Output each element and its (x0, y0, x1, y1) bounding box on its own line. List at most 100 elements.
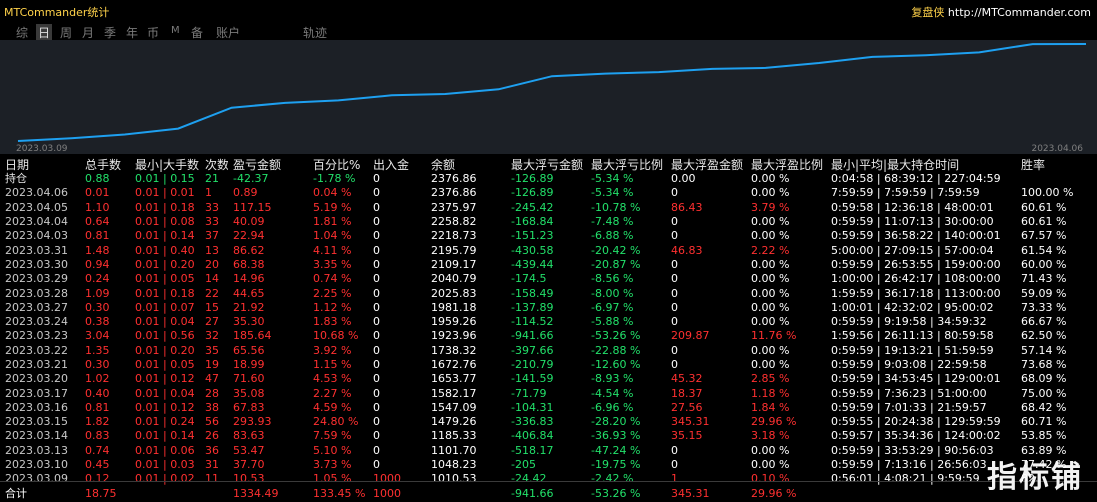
table-cell: 0.45 (85, 458, 110, 472)
table-cell: -20.42 % (591, 243, 641, 257)
table-row[interactable]: 2023.03.24 0.38 0.01 | 0.04 27 35.30 1.83 % 0 1… (0, 315, 1097, 329)
table-cell: 22.94 (233, 229, 265, 243)
table-row[interactable]: 2023.03.20 1.02 0.01 | 0.12 47 71.60 4.53 % 0 1… (0, 372, 1097, 386)
table-row[interactable]: 2023.03.15 1.82 0.01 | 0.24 56 293.93 24.80 %… (0, 415, 1097, 429)
tab-month[interactable]: 月 (82, 26, 95, 40)
table-cell: 0.01 | 0.56 (135, 329, 195, 343)
table-cell: 47 (205, 372, 219, 386)
table-cell: -6.96 % (591, 400, 634, 414)
table-cell: 10.68 % (313, 329, 359, 343)
tab-currency[interactable]: 币 (147, 26, 160, 40)
table-row[interactable]: 2023.03.09 0.12 0.01 | 0.02 11 10.53 1.05 % 10… (0, 472, 1097, 486)
table-cell: 293.93 (233, 415, 272, 429)
brand-link[interactable]: 复盘侠 http://MTCommander.com (911, 4, 1091, 20)
table-cell: 7:59:59 | 7:59:59 | 7:59:59 (831, 186, 980, 200)
table-cell: 持仓 (5, 172, 27, 186)
table-row[interactable]: 2023.03.31 1.48 0.01 | 0.40 13 86.62 4.11 % 0 2… (0, 243, 1097, 257)
table-cell: 60.61 % (1021, 200, 1067, 214)
column-header[interactable]: 最大浮盈金额 (671, 157, 744, 172)
table-row[interactable]: 2023.03.23 3.04 0.01 | 0.56 32 185.64 10.68 %… (0, 329, 1097, 343)
column-header[interactable]: 总手数 (85, 157, 122, 172)
table-cell: 22 (205, 286, 219, 300)
tab-m[interactable]: M (171, 25, 180, 36)
column-header[interactable]: 最小|大手数 (135, 157, 200, 172)
holding-row[interactable]: 持仓 0.88 0.01 | 0.15 21 -42.37 -1.78 % 0 2376.86… (0, 172, 1097, 186)
table-row[interactable]: 2023.03.10 0.45 0.01 | 0.03 31 37.70 3.73 % 0 1… (0, 458, 1097, 472)
table-cell: -518.17 (511, 443, 554, 457)
table-row[interactable]: 2023.03.29 0.24 0.01 | 0.05 14 14.96 0.74 % 0 2… (0, 272, 1097, 286)
column-header[interactable]: 日期 (5, 157, 30, 172)
table-row[interactable]: 2023.03.14 0.83 0.01 | 0.14 26 83.63 7.59 % 0 1… (0, 429, 1097, 443)
column-header[interactable]: 百分比% (313, 157, 361, 172)
table-cell: 60.71 % (1021, 415, 1067, 429)
table-row[interactable]: 2023.03.13 0.74 0.01 | 0.06 36 53.47 5.10 % 0 1… (0, 444, 1097, 458)
table-row[interactable]: 2023.03.27 0.30 0.01 | 0.07 15 21.92 1.12 % 0 1… (0, 301, 1097, 315)
tab-quarter[interactable]: 季 (104, 26, 117, 40)
table-cell: 14 (205, 272, 219, 286)
table-cell: 0.00 % (751, 286, 790, 300)
column-header[interactable]: 最大浮亏比例 (591, 157, 664, 172)
table-cell: 0.74 % (313, 272, 352, 286)
table-cell: 0.00 % (751, 229, 790, 243)
column-header[interactable]: 最小|平均|最大持仓时间 (831, 157, 960, 172)
table-row[interactable]: 2023.04.04 0.64 0.01 | 0.08 33 40.09 1.81 % 0 2… (0, 215, 1097, 229)
stats-table: 日期 总手数 最小|大手数 次数 盈亏金额 百分比% 出入金 余额 最大浮亏金额 最大浮亏比例 最大… (0, 157, 1097, 501)
table-cell: -5.34 % (591, 172, 634, 186)
table-cell: 0.01 | 0.18 (135, 200, 195, 214)
table-cell: 46.83 (671, 243, 703, 257)
brand-url[interactable]: http://MTCommander.com (947, 6, 1091, 19)
table-cell: 2023.03.17 (5, 386, 68, 400)
table-row[interactable]: 2023.03.17 0.40 0.01 | 0.04 28 35.08 2.27 % 0 1… (0, 386, 1097, 400)
table-cell: 2023.03.22 (5, 343, 68, 357)
tab-backup[interactable]: 备 (191, 26, 204, 40)
table-cell: 1.48 (85, 243, 110, 257)
table-cell: -114.52 (511, 315, 554, 329)
table-cell: 31 (205, 458, 219, 472)
table-cell: 2023.03.09 (5, 472, 68, 486)
table-cell: -53.26 % (591, 486, 641, 500)
table-row[interactable]: 2023.03.28 1.09 0.01 | 0.18 22 44.65 2.25 % 0 2… (0, 286, 1097, 300)
tab-day[interactable]: 日 (36, 24, 53, 41)
tab-year[interactable]: 年 (126, 26, 139, 40)
column-header[interactable]: 最大浮亏金额 (511, 157, 584, 172)
column-header[interactable]: 余额 (431, 157, 456, 172)
table-cell: 2040.79 (431, 272, 477, 286)
table-cell: 0 (373, 172, 380, 186)
column-header[interactable]: 出入金 (373, 157, 410, 172)
table-cell: 29.96 % (751, 486, 797, 500)
table-cell: 0 (373, 443, 380, 457)
table-row[interactable]: 2023.04.03 0.81 0.01 | 0.14 37 22.94 1.04 % 0 2… (0, 229, 1097, 243)
tab-overview[interactable]: 综 (16, 26, 29, 40)
table-row[interactable]: 2023.03.21 0.30 0.01 | 0.05 19 18.99 1.15 % 0 1… (0, 358, 1097, 372)
column-header[interactable]: 胜率 (1021, 157, 1046, 172)
table-row[interactable]: 2023.03.22 1.35 0.01 | 0.20 35 65.56 3.92 % 0 1… (0, 344, 1097, 358)
column-header[interactable]: 次数 (205, 157, 228, 172)
table-cell: -8.93 % (591, 372, 634, 386)
table-row[interactable]: 2023.04.05 1.10 0.01 | 0.18 33 117.15 5.19 % 0… (0, 201, 1097, 215)
table-cell: 0 (373, 286, 380, 300)
table-cell: -6.97 % (591, 300, 634, 314)
table-cell: -10.78 % (591, 200, 641, 214)
tab-week[interactable]: 周 (60, 26, 73, 40)
table-cell: 0:59:58 | 12:36:18 | 48:00:01 (831, 200, 994, 214)
table-cell: 2023.03.27 (5, 300, 68, 314)
table-row[interactable]: 2023.04.06 0.01 0.01 | 0.01 1 0.89 0.04 % 0 237… (0, 186, 1097, 200)
table-cell: -19.75 % (591, 458, 641, 472)
table-cell: 40.09 (233, 215, 265, 229)
table-cell: 1 (205, 186, 212, 200)
tab-account[interactable]: 账户 (216, 26, 241, 40)
table-cell: 0.01 | 0.07 (135, 300, 195, 314)
table-row[interactable]: 2023.03.16 0.81 0.01 | 0.12 38 67.83 4.59 % 0 1… (0, 401, 1097, 415)
x-start-label: 2023.03.09 (16, 144, 68, 154)
column-header[interactable]: 最大浮盈比例 (751, 157, 824, 172)
column-header[interactable]: 盈亏金额 (233, 157, 282, 172)
table-cell: -28.20 % (591, 415, 641, 429)
table-row[interactable]: 2023.03.30 0.94 0.01 | 0.20 20 68.38 3.35 % 0 2… (0, 258, 1097, 272)
table-cell: 2.27 % (313, 386, 352, 400)
table-cell: 0.81 (85, 400, 110, 414)
table-cell: 4.11 % (313, 243, 352, 257)
table-cell: 21.92 (233, 300, 265, 314)
table-cell: 1479.26 (431, 415, 477, 429)
tab-trajectory[interactable]: 轨迹 (303, 26, 328, 40)
table-cell: 0.01 | 0.15 (135, 172, 195, 186)
